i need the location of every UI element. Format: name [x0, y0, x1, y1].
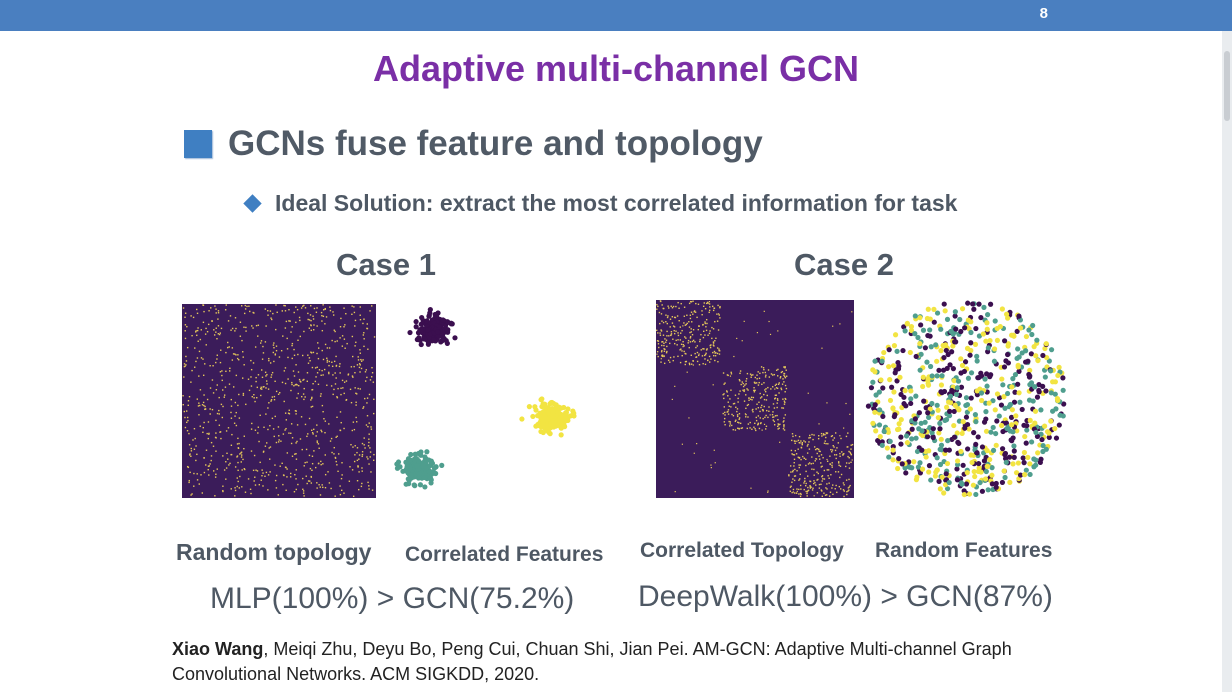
sub-bullet-text: Ideal Solution: extract the most correla…: [275, 190, 958, 216]
case2-result: DeepWalk(100%) > GCN(87%): [638, 580, 1053, 613]
page-number: 8: [1039, 5, 1048, 22]
random-features-scatter-image: [865, 300, 1067, 498]
slide-title: Adaptive multi-channel GCN: [372, 48, 860, 89]
correlated-topology-matrix-image: [656, 300, 854, 498]
top-header-bar: [0, 0, 1232, 31]
case2-heading: Case 2: [794, 247, 894, 282]
citation: Xiao Wang, Meiqi Zhu, Deyu Bo, Peng Cui,…: [172, 637, 1112, 687]
diamond-bullet-icon: [243, 194, 262, 213]
case1-result: MLP(100%) > GCN(75.2%): [210, 582, 575, 615]
citation-author: Xiao Wang: [172, 639, 264, 659]
case1-label-correlated-features: Correlated Features: [405, 543, 604, 566]
case1-label-random-topology: Random topology: [176, 539, 372, 565]
case2-label-correlated-topology: Correlated Topology: [640, 539, 844, 562]
random-topology-matrix-image: [182, 304, 376, 498]
scrollbar[interactable]: [1222, 31, 1232, 692]
main-bullet-text: GCNs fuse feature and topology: [228, 124, 763, 163]
case1-heading: Case 1: [336, 247, 436, 282]
square-bullet-icon: [184, 130, 212, 158]
sub-bullet: Ideal Solution: extract the most correla…: [243, 190, 958, 217]
main-bullet: GCNs fuse feature and topology: [184, 124, 763, 164]
citation-text: , Meiqi Zhu, Deyu Bo, Peng Cui, Chuan Sh…: [172, 639, 1012, 684]
correlated-features-clusters-image: [394, 306, 577, 490]
scrollbar-thumb[interactable]: [1224, 51, 1230, 121]
case2-label-random-features: Random Features: [875, 539, 1053, 562]
